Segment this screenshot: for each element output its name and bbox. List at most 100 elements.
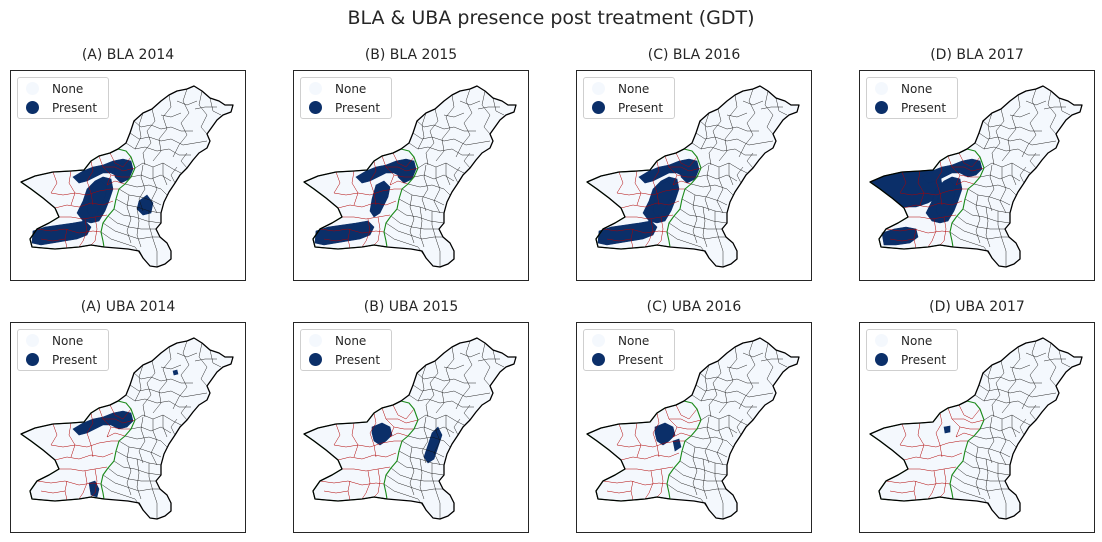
present-area-sindh-strip	[423, 426, 443, 464]
balochistan-district-boundary	[333, 171, 341, 194]
district-boundary	[690, 435, 734, 448]
district-boundary	[764, 90, 774, 135]
present-area-bolan-small	[672, 438, 682, 452]
district-boundary	[435, 346, 455, 414]
balochistan-district-boundary	[952, 418, 985, 424]
legend-label: Present	[901, 101, 947, 115]
legend: None Present	[17, 329, 109, 371]
country-border	[586, 337, 800, 520]
balochistan-district-boundary	[86, 160, 94, 194]
balochistan-district-boundary	[955, 180, 975, 186]
balochistan-district-boundary	[634, 422, 642, 458]
balochistan-district-boundary	[36, 480, 102, 486]
district-boundary	[453, 418, 461, 436]
legend-swatch-present	[26, 101, 39, 114]
balochistan-district-boundary	[103, 166, 136, 172]
balochistan-district-boundary	[676, 174, 697, 178]
present-area-north-arc	[72, 410, 134, 436]
district-boundary	[125, 142, 191, 156]
balochistan-district-boundary	[959, 426, 980, 430]
district-boundary	[700, 162, 748, 174]
map-panel-bla-2016: (C) BLA 2016 None Present	[576, 46, 812, 281]
balochistan-district-boundary	[78, 218, 88, 248]
balochistan-district-boundary	[899, 192, 925, 196]
legend: None Present	[17, 77, 109, 119]
balochistan-district-boundary	[675, 404, 698, 420]
panel-title: (B) UBA 2015	[363, 299, 459, 315]
map-frame: None Present	[576, 70, 812, 281]
balochistan-district-boundary	[935, 160, 943, 194]
balochistan-district-boundary	[351, 422, 359, 458]
legend-label: Present	[618, 353, 664, 367]
present-area-kalat-strip	[652, 180, 674, 218]
district-boundary	[113, 460, 162, 476]
map-panel-uba-2014: (A) UBA 2014 None Present	[10, 298, 246, 533]
district-boundary	[1025, 100, 1047, 106]
balochistan-district-boundary	[342, 214, 391, 220]
district-boundary	[113, 208, 162, 224]
district-boundary	[150, 419, 158, 466]
district-boundary	[134, 364, 144, 402]
district-boundary	[974, 142, 1040, 156]
district-boundary	[107, 215, 156, 230]
district-boundary	[198, 342, 208, 387]
district-boundary	[673, 215, 722, 230]
district-boundary	[417, 414, 465, 426]
balochistan-district-boundary	[958, 404, 981, 420]
district-boundary	[718, 94, 738, 162]
district-boundary	[956, 215, 1005, 230]
balochistan-district-boundary	[386, 418, 419, 424]
balochistan-district-boundary	[889, 238, 915, 242]
legend-swatch-none	[26, 334, 39, 347]
district-boundary	[736, 166, 744, 184]
balochistan-district-boundary	[109, 404, 132, 420]
balochistan-district-boundary	[908, 214, 957, 220]
legend: None Present	[300, 329, 392, 371]
balochistan-district-boundary	[319, 228, 385, 234]
district-boundary	[445, 415, 451, 438]
district-boundary	[209, 349, 222, 368]
balochistan-district-boundary	[899, 171, 907, 194]
district-boundary	[1043, 358, 1066, 362]
district-boundary	[987, 416, 995, 464]
country-fill	[870, 338, 1082, 519]
balochistan-district-boundary	[947, 407, 961, 438]
district-boundary	[1029, 404, 1037, 421]
legend-label: None	[335, 82, 367, 96]
legend-swatch-none	[309, 334, 322, 347]
balochistan-district-boundary	[955, 432, 975, 438]
balochistan-district-boundary	[54, 200, 114, 209]
balochistan-district-boundary	[357, 188, 402, 196]
balochistan-district-boundary	[333, 444, 359, 448]
district-boundary	[416, 372, 476, 384]
district-boundary	[684, 188, 728, 206]
map-frame: None Present	[293, 70, 529, 281]
present-area-kachhi	[136, 194, 154, 216]
balochistan-district-boundary	[640, 188, 685, 196]
balochistan-district-boundary	[959, 174, 980, 178]
district-boundary	[477, 106, 500, 110]
district-boundary	[714, 463, 724, 519]
balochistan-district-boundary	[381, 407, 395, 438]
district-boundary	[983, 112, 993, 150]
balochistan-district-boundary	[644, 470, 654, 500]
balochistan-district-boundary	[351, 170, 359, 206]
figure-title: BLA & UBA presence post treatment (GDT)	[347, 7, 755, 29]
district-boundary	[409, 194, 415, 244]
legend-swatch-present	[309, 101, 322, 114]
district-boundary	[982, 372, 1042, 384]
balochistan-district-boundary	[90, 192, 94, 206]
balochistan-district-boundary	[381, 155, 395, 186]
balochistan-district-boundary	[337, 200, 397, 209]
district-boundary	[714, 211, 724, 267]
balochistan-district-boundary	[98, 407, 112, 438]
country-border	[303, 337, 517, 520]
district-boundary	[1021, 340, 1039, 410]
district-boundary	[726, 112, 748, 118]
balochistan-district-boundary	[652, 160, 660, 194]
balochistan-district-boundary	[606, 238, 632, 242]
district-boundary	[118, 188, 162, 206]
balochistan-district-boundary	[644, 218, 654, 248]
balochistan-district-boundary	[616, 423, 624, 446]
district-boundary	[152, 346, 172, 414]
